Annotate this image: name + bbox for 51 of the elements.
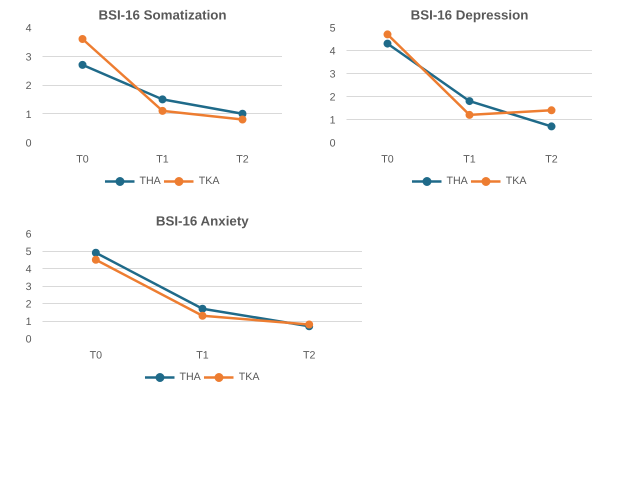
y-tick-label: 1	[26, 108, 32, 121]
point	[198, 304, 206, 313]
legend-label: THA	[139, 175, 161, 187]
y-tick-label: 3	[26, 281, 32, 293]
point	[78, 35, 86, 43]
y-tick-label: 2	[26, 80, 32, 92]
chart-title: BSI-16 Depression	[410, 8, 528, 22]
y-tick-label: 4	[330, 46, 336, 58]
x-tick-label: T0	[381, 154, 394, 166]
x-tick-label: T1	[196, 350, 209, 362]
y-tick-label: 3	[330, 68, 336, 80]
point	[198, 312, 206, 320]
legend-label: TKA	[198, 175, 220, 187]
point	[92, 248, 100, 257]
x-tick-label: T2	[302, 350, 316, 362]
point	[548, 122, 556, 130]
point	[548, 106, 556, 114]
x-tick-label: T1	[463, 154, 476, 166]
point	[158, 95, 166, 104]
y-tick-label: 2	[330, 92, 336, 104]
legend-label: THA	[446, 175, 468, 187]
x-tick-label: T0	[90, 350, 102, 362]
y-tick-label: 0	[26, 138, 32, 150]
y-tick-label: 4	[26, 22, 32, 34]
y-tick-label: 5	[26, 246, 32, 258]
x-tick-label: T1	[156, 154, 169, 166]
y-tick-label: 1	[26, 316, 32, 328]
legend-label: TKA	[238, 371, 260, 383]
y-tick-label: 4	[26, 264, 32, 276]
point	[466, 97, 474, 106]
y-tick-label: 1	[330, 114, 336, 126]
point	[78, 60, 86, 69]
legend-label: THA	[179, 371, 201, 383]
point	[158, 106, 166, 115]
x-tick-label: T2	[236, 154, 249, 166]
x-tick-label: T2	[545, 154, 558, 166]
point	[384, 40, 392, 48]
chart-title: BSI-16 Somatization	[98, 8, 227, 22]
point	[466, 110, 474, 119]
y-tick-label: 2	[26, 298, 32, 310]
chart-title: BSI-16 Anxiety	[156, 214, 250, 228]
y-tick-label: 0	[330, 138, 336, 150]
legend-label: TKA	[506, 175, 527, 187]
x-tick-label: T0	[76, 154, 89, 166]
y-tick-label: 6	[26, 228, 32, 240]
point	[384, 30, 392, 38]
y-tick-label: 5	[330, 22, 336, 34]
y-tick-label: 3	[26, 51, 32, 64]
point	[238, 116, 246, 124]
point	[92, 256, 100, 264]
y-tick-label: 0	[26, 334, 32, 346]
